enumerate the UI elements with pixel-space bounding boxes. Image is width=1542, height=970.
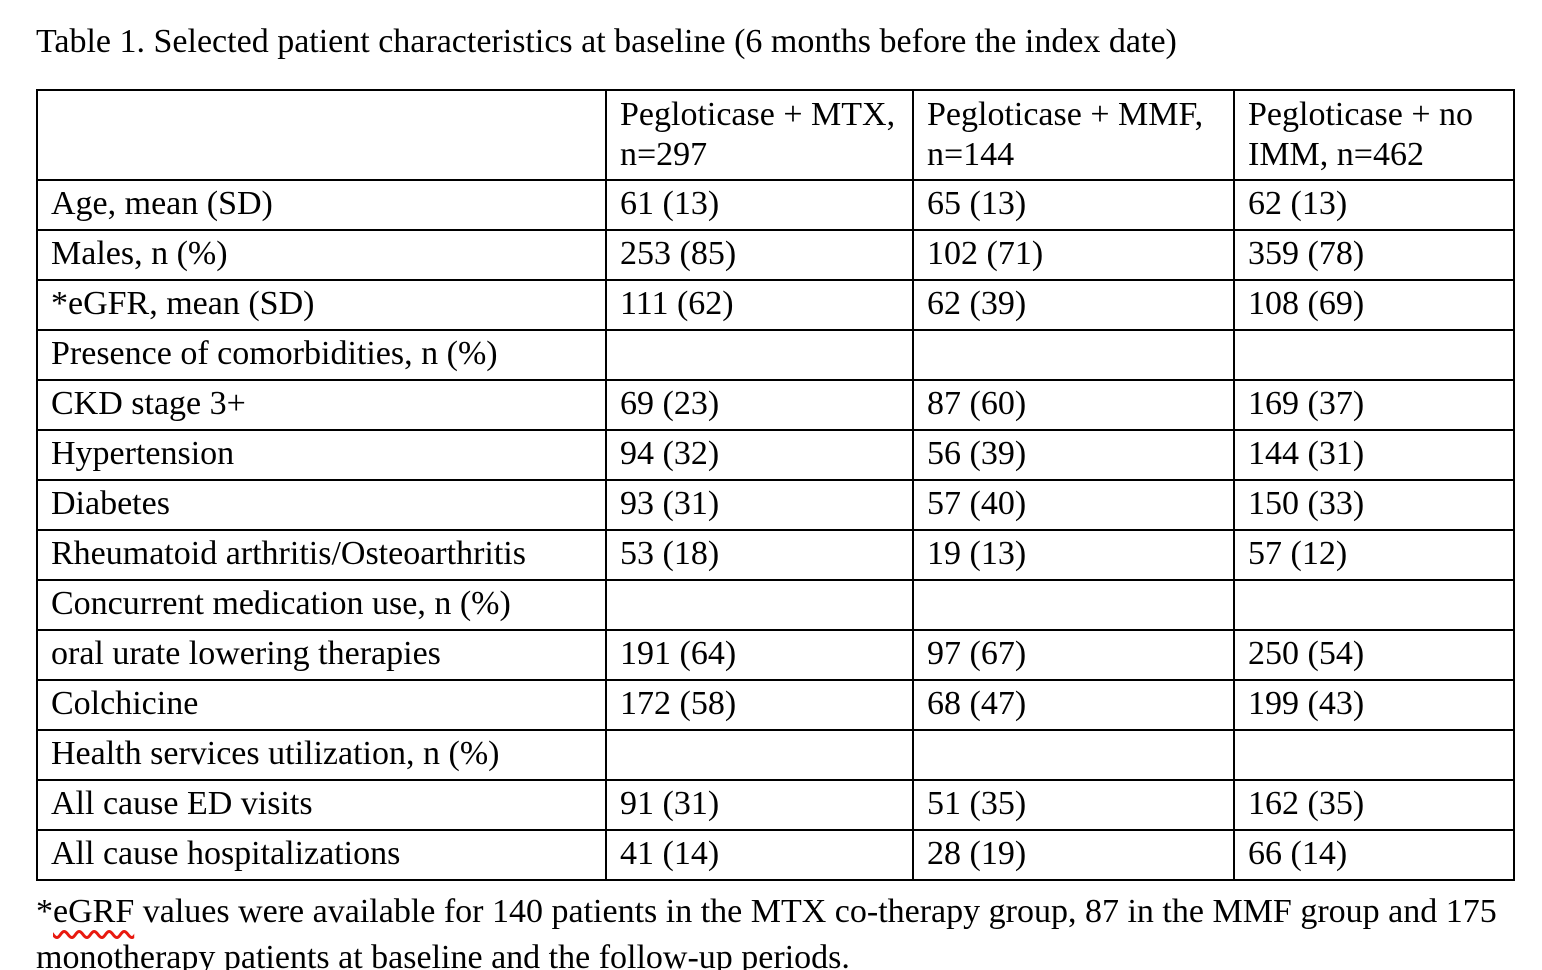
footnote-asterisk: * (36, 893, 53, 930)
data-cell: 61 (13) (605, 179, 914, 231)
table-row: oral urate lowering therapies 191 (64) 9… (36, 629, 1515, 681)
table-caption: Table 1. Selected patient characteristic… (36, 23, 1177, 60)
data-cell: 191 (64) (605, 629, 914, 681)
data-cell (1233, 579, 1515, 631)
table-row: Colchicine 172 (58) 68 (47) 199 (43) (36, 679, 1515, 731)
footnote-text: values were available for 140 patients i… (36, 893, 1497, 970)
data-cell: 62 (39) (912, 279, 1235, 331)
header-pegloticase-mtx: Pegloticase + MTX, n=297 (605, 89, 914, 181)
data-cell (912, 329, 1235, 381)
row-label: Hypertension (36, 429, 607, 481)
table-row: Diabetes 93 (31) 57 (40) 150 (33) (36, 479, 1515, 531)
data-cell (1233, 329, 1515, 381)
header-pegloticase-no-imm: Pegloticase + no IMM, n=462 (1233, 89, 1515, 181)
row-label: Rheumatoid arthritis/Osteoarthritis (36, 529, 607, 581)
table-row: All cause hospitalizations 41 (14) 28 (1… (36, 829, 1515, 881)
data-cell (605, 329, 914, 381)
section-row: Health services utilization, n (%) (36, 729, 1515, 781)
section-row: Presence of comorbidities, n (%) (36, 329, 1515, 381)
data-cell: 62 (13) (1233, 179, 1515, 231)
data-cell: 97 (67) (912, 629, 1235, 681)
row-label: Age, mean (SD) (36, 179, 607, 231)
data-cell: 102 (71) (912, 229, 1235, 281)
row-label: All cause ED visits (36, 779, 607, 831)
data-cell: 250 (54) (1233, 629, 1515, 681)
data-cell: 253 (85) (605, 229, 914, 281)
data-cell (912, 579, 1235, 631)
data-cell: 172 (58) (605, 679, 914, 731)
data-cell: 53 (18) (605, 529, 914, 581)
section-label: Concurrent medication use, n (%) (36, 579, 607, 631)
table-row: CKD stage 3+ 69 (23) 87 (60) 169 (37) (36, 379, 1515, 431)
data-cell (605, 729, 914, 781)
data-cell: 19 (13) (912, 529, 1235, 581)
patient-characteristics-table: Pegloticase + MTX, n=297 Pegloticase + M… (36, 89, 1515, 881)
section-row: Concurrent medication use, n (%) (36, 579, 1515, 631)
data-cell (912, 729, 1235, 781)
data-cell (1233, 729, 1515, 781)
data-cell: 150 (33) (1233, 479, 1515, 531)
data-cell: 51 (35) (912, 779, 1235, 831)
data-cell: 65 (13) (912, 179, 1235, 231)
row-label: CKD stage 3+ (36, 379, 607, 431)
row-label: *eGFR, mean (SD) (36, 279, 607, 331)
row-label: oral urate lowering therapies (36, 629, 607, 681)
section-label: Health services utilization, n (%) (36, 729, 607, 781)
data-cell: 94 (32) (605, 429, 914, 481)
data-cell: 57 (12) (1233, 529, 1515, 581)
table-row: Hypertension 94 (32) 56 (39) 144 (31) (36, 429, 1515, 481)
data-cell: 199 (43) (1233, 679, 1515, 731)
footnote-misspelled-word: eGRF (53, 893, 135, 930)
row-label: Colchicine (36, 679, 607, 731)
data-cell: 111 (62) (605, 279, 914, 331)
header-row: Pegloticase + MTX, n=297 Pegloticase + M… (36, 89, 1515, 181)
data-cell (605, 579, 914, 631)
row-label: Diabetes (36, 479, 607, 531)
data-cell: 68 (47) (912, 679, 1235, 731)
table-row: All cause ED visits 91 (31) 51 (35) 162 … (36, 779, 1515, 831)
data-cell: 108 (69) (1233, 279, 1515, 331)
table-row: Males, n (%) 253 (85) 102 (71) 359 (78) (36, 229, 1515, 281)
data-cell: 56 (39) (912, 429, 1235, 481)
section-label: Presence of comorbidities, n (%) (36, 329, 607, 381)
data-cell: 144 (31) (1233, 429, 1515, 481)
table-row: Age, mean (SD) 61 (13) 65 (13) 62 (13) (36, 179, 1515, 231)
data-cell: 91 (31) (605, 779, 914, 831)
data-cell: 41 (14) (605, 829, 914, 881)
data-cell: 162 (35) (1233, 779, 1515, 831)
data-cell: 57 (40) (912, 479, 1235, 531)
header-pegloticase-mmf: Pegloticase + MMF, n=144 (912, 89, 1235, 181)
header-empty-cell (36, 89, 607, 181)
table-row: *eGFR, mean (SD) 111 (62) 62 (39) 108 (6… (36, 279, 1515, 331)
data-cell: 87 (60) (912, 379, 1235, 431)
table-footnote: *eGRF values were available for 140 pati… (36, 889, 1528, 970)
row-label: Males, n (%) (36, 229, 607, 281)
row-label: All cause hospitalizations (36, 829, 607, 881)
data-cell: 169 (37) (1233, 379, 1515, 431)
data-cell: 359 (78) (1233, 229, 1515, 281)
data-cell: 93 (31) (605, 479, 914, 531)
data-cell: 69 (23) (605, 379, 914, 431)
data-cell: 28 (19) (912, 829, 1235, 881)
data-cell: 66 (14) (1233, 829, 1515, 881)
table-row: Rheumatoid arthritis/Osteoarthritis 53 (… (36, 529, 1515, 581)
